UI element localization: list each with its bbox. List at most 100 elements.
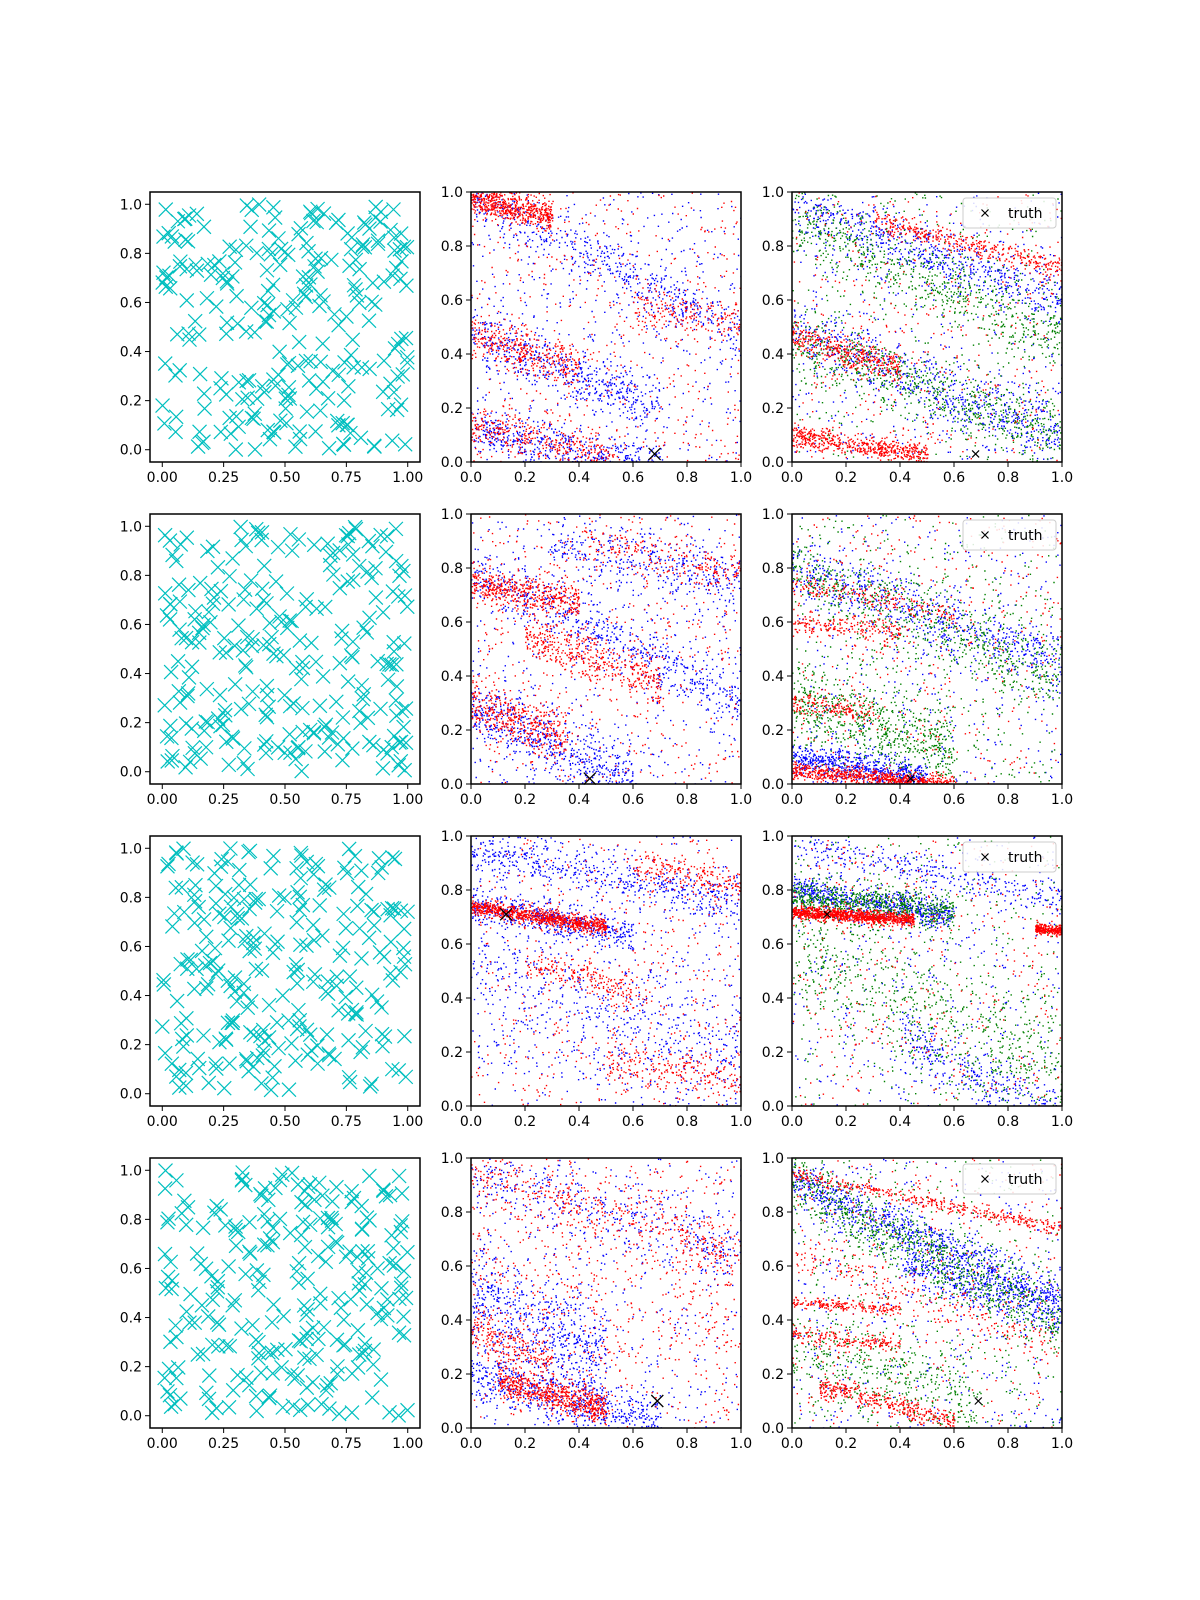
cyan-x-marker <box>393 271 408 287</box>
cyan-x-marker <box>241 1063 257 1079</box>
cyan-x-marker <box>178 1010 194 1026</box>
cyan-x-marker <box>261 1030 277 1045</box>
cyan-x-marker <box>292 1019 307 1034</box>
cyan-x-marker <box>213 583 229 599</box>
cyan-x-marker <box>278 1341 293 1357</box>
cyan-x-marker <box>259 314 275 330</box>
cyan-x-marker <box>298 743 313 759</box>
cyan-x-marker <box>274 1359 290 1375</box>
cyan-x-marker <box>268 574 284 589</box>
cyan-x-marker <box>396 1327 412 1343</box>
cyan-x-marker <box>265 372 281 387</box>
cyan-x-marker <box>316 882 332 898</box>
cyan-x-marker <box>364 902 380 918</box>
cyan-x-marker <box>386 901 402 917</box>
cyan-x-marker <box>379 656 395 672</box>
cyan-x-marker <box>352 1283 368 1299</box>
cyan-x-marker <box>242 877 258 893</box>
red-points <box>792 840 1062 1106</box>
cyan-x-marker <box>300 1179 316 1195</box>
y-tick-label: 0.2 <box>441 401 463 417</box>
y-tick-label: 0.4 <box>762 669 784 685</box>
cyan-x-marker <box>178 1217 194 1233</box>
cyan-x-marker <box>343 648 359 663</box>
cyan-x-marker <box>260 297 275 313</box>
cyan-x-marker <box>201 604 217 620</box>
x-tick-label: 1.0 <box>1051 470 1073 486</box>
legend: truth <box>962 519 1057 551</box>
x-tick-label: 0.8 <box>676 792 698 808</box>
cyan-x-marker <box>395 940 411 956</box>
cyan-x-marker <box>169 993 185 1009</box>
cyan-x-marker <box>164 919 180 934</box>
cyan-x-marker <box>241 696 257 712</box>
x-tick-label: 0.25 <box>208 1436 239 1452</box>
cyan-x-marker <box>263 1082 279 1098</box>
cyan-x-marker <box>386 384 402 400</box>
cyan-x-marker <box>243 219 258 235</box>
cyan-x-marker <box>393 1276 409 1292</box>
cyan-x-marker <box>275 1400 291 1415</box>
cyan-x-marker <box>167 234 183 250</box>
cyan-x-marker <box>343 425 358 441</box>
axes-frame <box>149 513 421 785</box>
y-tick-label: 0.0 <box>120 765 142 781</box>
cyan-x-marker <box>241 1377 257 1393</box>
cyan-x-marker <box>376 353 392 369</box>
cyan-x-marker <box>261 699 277 715</box>
cyan-x-marker <box>345 572 361 588</box>
axes-frame <box>470 1157 742 1429</box>
cyan-x-marker <box>194 943 210 959</box>
legend-truth-marker <box>981 853 989 861</box>
y-tick-label: 1.0 <box>120 1163 142 1179</box>
y-tick-label: 1.0 <box>441 829 463 845</box>
cyan-x-marker <box>311 1331 326 1347</box>
cyan-x-marker <box>319 1378 335 1393</box>
y-tick-label: 0.8 <box>441 561 463 577</box>
cyan-x-marker <box>254 532 270 548</box>
cyan-x-marker <box>197 401 213 417</box>
cyan-x-marker <box>173 956 189 972</box>
cyan-x-marker <box>389 679 405 694</box>
cyan-x-marker <box>398 701 414 717</box>
cyan-x-marker <box>311 1175 327 1191</box>
cyan-x-marker <box>333 631 349 646</box>
cyan-x-marker <box>298 1197 313 1213</box>
cyan-x-marker <box>336 393 352 408</box>
cyan-x-marker <box>312 698 328 714</box>
cyan-x-marker <box>390 369 406 384</box>
cyan-x-marker <box>331 1406 347 1422</box>
cyan-x-marker <box>288 1053 303 1069</box>
y-tick-label: 0.0 <box>120 443 142 459</box>
cyan-x-marker <box>379 1307 395 1323</box>
cyan-x-marker <box>336 906 352 922</box>
cyan-x-marker <box>293 848 309 864</box>
cyan-x-marker <box>340 417 356 433</box>
cyan-x-marker <box>281 1082 297 1098</box>
cyan-x-marker <box>209 1314 225 1330</box>
cyan-x-marker <box>347 848 363 864</box>
legend-label: truth <box>1008 850 1042 866</box>
cyan-x-marker <box>378 544 394 560</box>
cyan-x-marker <box>176 841 191 857</box>
y-tick-label: 0.4 <box>441 347 463 363</box>
cyan-x-marker <box>295 1214 311 1230</box>
cyan-x-marker <box>231 862 247 878</box>
cyan-x-marker <box>360 1243 376 1259</box>
cyan-x-marker <box>261 1389 277 1405</box>
cyan-x-marker <box>208 299 224 315</box>
cyan-x-marker <box>327 306 342 322</box>
cyan-x-marker <box>249 601 265 617</box>
truth-marker <box>650 1394 664 1408</box>
cyan-x-marker <box>171 1080 187 1095</box>
y-tick-label: 0.6 <box>441 937 463 953</box>
cyan-x-marker <box>376 1183 391 1199</box>
truth-marker <box>971 449 980 458</box>
cyan-x-marker <box>261 636 277 652</box>
cyan-x-marker <box>247 406 263 422</box>
cyan-x-marker <box>385 849 400 865</box>
cyan-x-marker <box>292 424 308 439</box>
truth-marker <box>974 1397 983 1405</box>
cyan-x-marker <box>354 239 370 255</box>
cyan-x-marker <box>370 1305 386 1321</box>
